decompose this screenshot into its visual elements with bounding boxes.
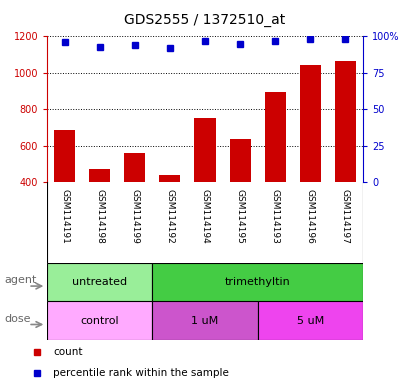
Text: trimethyltin: trimethyltin (224, 277, 290, 287)
Bar (152, 263, 362, 301)
Bar (152, 301, 257, 340)
Text: 5 uM: 5 uM (296, 316, 323, 326)
Text: percentile rank within the sample: percentile rank within the sample (53, 368, 229, 378)
Bar (229, 139, 250, 182)
Text: count: count (53, 347, 83, 357)
Bar (159, 175, 180, 182)
Text: GSM114196: GSM114196 (305, 189, 314, 244)
Text: GDS2555 / 1372510_at: GDS2555 / 1372510_at (124, 13, 285, 27)
Bar (299, 65, 320, 182)
Bar (264, 92, 285, 182)
Bar (194, 118, 215, 182)
Text: GSM114193: GSM114193 (270, 189, 279, 244)
Text: agent: agent (4, 275, 36, 285)
Text: GSM114197: GSM114197 (340, 189, 349, 244)
Text: GSM114198: GSM114198 (95, 189, 104, 244)
Bar (334, 61, 355, 182)
Bar (47, 263, 152, 301)
Bar (47, 301, 152, 340)
Bar (89, 169, 110, 182)
Text: GSM114194: GSM114194 (200, 189, 209, 243)
Bar (124, 153, 145, 182)
Text: GSM114195: GSM114195 (235, 189, 244, 244)
Bar (257, 301, 362, 340)
Text: GSM114199: GSM114199 (130, 189, 139, 244)
Text: untreated: untreated (72, 277, 127, 287)
Text: control: control (80, 316, 119, 326)
Text: dose: dose (4, 314, 31, 324)
Text: GSM114192: GSM114192 (165, 189, 174, 243)
Text: 1 uM: 1 uM (191, 316, 218, 326)
Bar (54, 129, 75, 182)
Text: GSM114191: GSM114191 (60, 189, 69, 244)
